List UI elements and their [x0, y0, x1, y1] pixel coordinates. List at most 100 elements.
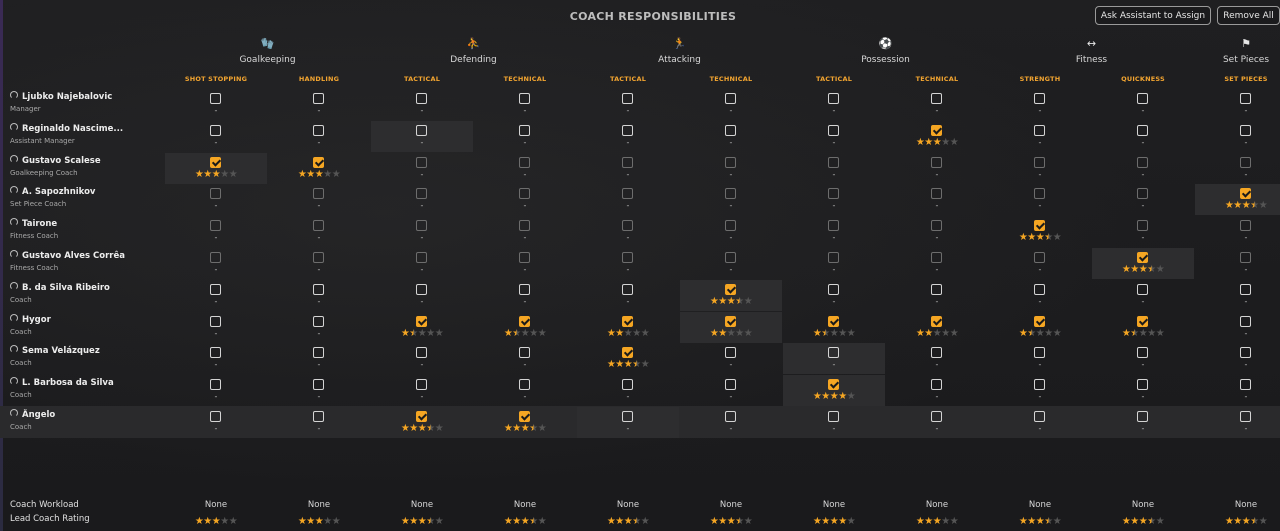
responsibility-checkbox[interactable] [931, 124, 942, 136]
staff-row[interactable]: Reginaldo Nascime... Assistant Manager [10, 122, 160, 145]
column-header[interactable]: TECHNICAL [915, 75, 959, 83]
responsibility-checkbox[interactable] [725, 283, 736, 295]
column-header[interactable]: TECHNICAL [503, 75, 547, 83]
responsibility-checkbox[interactable] [210, 315, 221, 327]
responsibility-checkbox[interactable] [416, 379, 427, 391]
responsibility-checkbox[interactable] [1034, 188, 1045, 200]
responsibility-checkbox[interactable] [1240, 156, 1251, 168]
responsibility-checkbox[interactable] [931, 188, 942, 200]
responsibility-checkbox[interactable] [1034, 379, 1045, 391]
responsibility-checkbox[interactable] [1240, 347, 1251, 359]
responsibility-checkbox[interactable] [519, 379, 530, 391]
responsibility-checkbox[interactable] [1034, 220, 1045, 232]
responsibility-checkbox[interactable] [828, 283, 839, 295]
staff-row[interactable]: A. Sapozhnikov Set Piece Coach [10, 186, 160, 208]
staff-name-container[interactable]: Reginaldo Nascime... [10, 122, 160, 134]
responsibility-checkbox[interactable] [1240, 220, 1251, 232]
responsibility-checkbox[interactable] [313, 315, 324, 327]
responsibility-checkbox[interactable] [210, 283, 221, 295]
responsibility-checkbox[interactable] [313, 188, 324, 200]
responsibility-checkbox[interactable] [210, 188, 221, 200]
responsibility-checkbox[interactable] [1137, 188, 1148, 200]
responsibility-checkbox[interactable] [210, 93, 221, 104]
responsibility-checkbox[interactable] [725, 124, 736, 136]
responsibility-checkbox[interactable] [1137, 93, 1148, 104]
column-header[interactable]: TACTICAL [609, 75, 647, 83]
responsibility-checkbox[interactable] [210, 156, 221, 168]
responsibility-checkbox[interactable] [210, 411, 221, 422]
responsibility-checkbox[interactable] [828, 188, 839, 200]
responsibility-checkbox[interactable] [313, 124, 324, 136]
responsibility-checkbox[interactable] [1240, 379, 1251, 391]
responsibility-checkbox[interactable] [725, 252, 736, 263]
responsibility-checkbox[interactable] [725, 347, 736, 359]
responsibility-checkbox[interactable] [519, 188, 530, 200]
responsibility-checkbox[interactable] [828, 93, 839, 104]
responsibility-checkbox[interactable] [313, 93, 324, 104]
staff-name-container[interactable]: Ljubko Najebalovic [10, 91, 160, 102]
responsibility-checkbox[interactable] [1034, 156, 1045, 168]
responsibility-checkbox[interactable] [931, 93, 942, 104]
responsibility-checkbox[interactable] [416, 315, 427, 327]
responsibility-checkbox[interactable] [1240, 252, 1251, 263]
remove-all-button[interactable]: Remove All [1217, 6, 1280, 25]
responsibility-checkbox[interactable] [828, 124, 839, 136]
responsibility-checkbox[interactable] [1137, 379, 1148, 391]
responsibility-checkbox[interactable] [416, 252, 427, 263]
staff-row[interactable]: Hygor Coach [10, 313, 160, 336]
column-header[interactable]: HANDLING [298, 75, 340, 83]
staff-name-container[interactable]: Hygor [10, 313, 160, 325]
responsibility-checkbox[interactable] [725, 93, 736, 104]
responsibility-checkbox[interactable] [931, 283, 942, 295]
responsibility-checkbox[interactable] [1034, 124, 1045, 136]
responsibility-checkbox[interactable] [828, 156, 839, 168]
responsibility-checkbox[interactable] [313, 347, 324, 359]
staff-name-container[interactable]: A. Sapozhnikov [10, 186, 160, 197]
staff-row[interactable]: B. da Silva Ribeiro Coach [10, 281, 160, 304]
responsibility-checkbox[interactable] [725, 315, 736, 327]
responsibility-checkbox[interactable] [1137, 252, 1148, 263]
responsibility-checkbox[interactable] [416, 188, 427, 200]
staff-row[interactable]: L. Barbosa da Silva Coach [10, 377, 160, 399]
responsibility-checkbox[interactable] [313, 283, 324, 295]
responsibility-checkbox[interactable] [519, 124, 530, 136]
responsibility-checkbox[interactable] [1034, 315, 1045, 327]
staff-name-container[interactable]: L. Barbosa da Silva [10, 377, 160, 388]
responsibility-checkbox[interactable] [210, 252, 221, 263]
responsibility-checkbox[interactable] [1240, 283, 1251, 295]
responsibility-checkbox[interactable] [931, 347, 942, 359]
responsibility-checkbox[interactable] [519, 93, 530, 104]
staff-row[interactable]: Sema Velázquez Coach [10, 345, 160, 367]
responsibility-checkbox[interactable] [622, 220, 633, 232]
responsibility-checkbox[interactable] [313, 411, 324, 422]
staff-name-container[interactable]: B. da Silva Ribeiro [10, 281, 160, 293]
responsibility-checkbox[interactable] [1240, 315, 1251, 327]
responsibility-checkbox[interactable] [416, 124, 427, 136]
responsibility-checkbox[interactable] [622, 411, 633, 422]
responsibility-checkbox[interactable] [931, 156, 942, 168]
responsibility-checkbox[interactable] [1137, 411, 1148, 422]
responsibility-checkbox[interactable] [725, 379, 736, 391]
responsibility-checkbox[interactable] [416, 283, 427, 295]
staff-name-container[interactable]: Gustavo Alves Corrêa [10, 250, 160, 261]
responsibility-checkbox[interactable] [725, 156, 736, 168]
responsibility-checkbox[interactable] [622, 156, 633, 168]
staff-row[interactable]: Ângelo Coach [10, 409, 160, 431]
responsibility-checkbox[interactable] [1137, 347, 1148, 359]
staff-name-container[interactable]: Ângelo [10, 409, 160, 420]
responsibility-checkbox[interactable] [931, 315, 942, 327]
responsibility-checkbox[interactable] [725, 411, 736, 422]
staff-row[interactable]: Tairone Fitness Coach [10, 218, 160, 240]
responsibility-checkbox[interactable] [519, 347, 530, 359]
responsibility-checkbox[interactable] [1137, 283, 1148, 295]
staff-name-container[interactable]: Tairone [10, 218, 160, 229]
responsibility-checkbox[interactable] [1137, 315, 1148, 327]
responsibility-checkbox[interactable] [1137, 124, 1148, 136]
responsibility-checkbox[interactable] [313, 220, 324, 232]
column-header[interactable]: SET PIECES [1224, 75, 1268, 83]
responsibility-checkbox[interactable] [416, 220, 427, 232]
responsibility-checkbox[interactable] [1240, 188, 1251, 200]
responsibility-checkbox[interactable] [1034, 283, 1045, 295]
responsibility-checkbox[interactable] [931, 379, 942, 391]
responsibility-checkbox[interactable] [828, 252, 839, 263]
